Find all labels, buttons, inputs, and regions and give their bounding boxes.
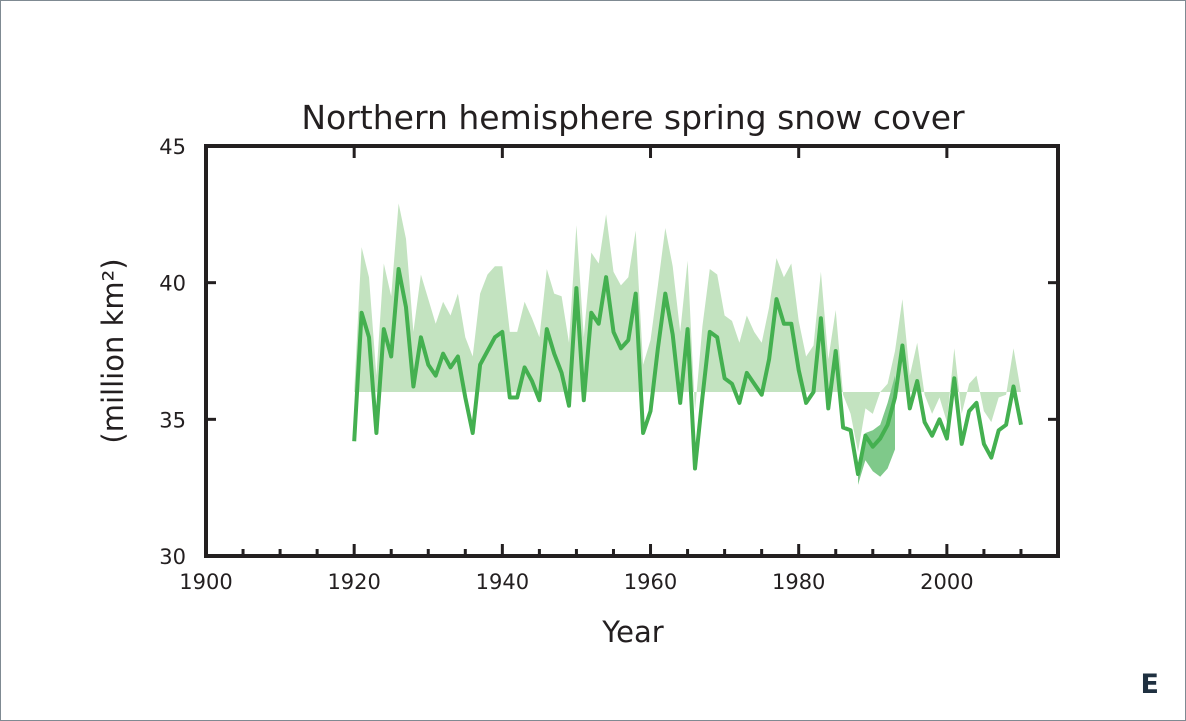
- y-tick-label: 30: [159, 545, 186, 569]
- y-tick-label: 40: [159, 272, 186, 296]
- x-tick-label: 1960: [624, 570, 677, 594]
- y-axis-label: (million km²): [96, 258, 130, 443]
- x-tick-label: 1980: [772, 570, 825, 594]
- series-line: [352, 267, 1023, 476]
- axis-ticks: [204, 144, 1060, 558]
- y-tick-label: 35: [159, 408, 186, 432]
- x-tick-label: 2000: [920, 570, 973, 594]
- tick-labels: 1900 1920 1940 1960 1980 2000 30 35 40 45: [159, 135, 973, 594]
- x-tick-label: 1900: [179, 570, 232, 594]
- x-tick-label: 1940: [476, 570, 529, 594]
- panel-letter: E: [1140, 669, 1159, 700]
- x-axis-label: Year: [601, 615, 663, 649]
- series-lines: [352, 267, 1023, 476]
- x-tick-label: 1920: [327, 570, 380, 594]
- plot-frame: [204, 144, 1060, 558]
- inner-uncertainty-band: [858, 375, 895, 485]
- chart-title: Northern hemisphere spring snow cover: [301, 98, 965, 137]
- y-tick-label: 45: [159, 135, 186, 159]
